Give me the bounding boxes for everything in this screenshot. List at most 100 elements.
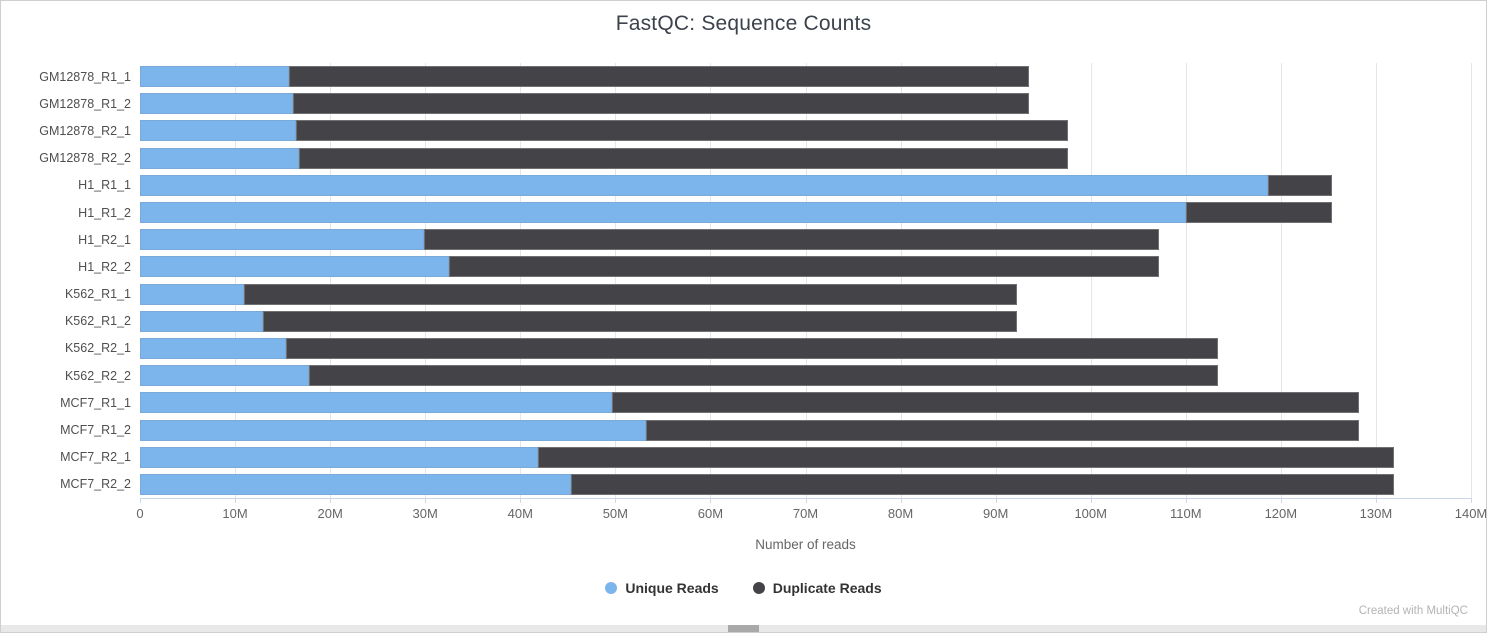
duplicate-reads-bar-segment[interactable] bbox=[262, 310, 1017, 332]
bar-row: GM12878_R1_1 bbox=[11, 63, 1471, 90]
bar-row: MCF7_R2_1 bbox=[11, 444, 1471, 471]
duplicate-reads-bar-segment[interactable] bbox=[1267, 174, 1333, 196]
duplicate-reads-bar-segment[interactable] bbox=[424, 229, 1160, 251]
unique-reads-bar-segment[interactable] bbox=[140, 446, 539, 468]
x-tick-mark bbox=[235, 499, 237, 503]
x-tick-label: 120M bbox=[1264, 506, 1298, 521]
unique-reads-bar-segment[interactable] bbox=[140, 93, 294, 115]
duplicate-reads-bar-segment[interactable] bbox=[570, 473, 1394, 495]
x-tick-label: 60M bbox=[697, 506, 724, 521]
unique-reads-bar-segment[interactable] bbox=[140, 120, 296, 142]
unique-reads-bar-segment[interactable] bbox=[140, 419, 646, 441]
gridline bbox=[520, 63, 522, 499]
bar-track bbox=[140, 147, 1471, 169]
x-tick-label: 130M bbox=[1359, 506, 1393, 521]
unique-reads-bar-segment[interactable] bbox=[140, 174, 1268, 196]
bar-track bbox=[140, 446, 1471, 468]
legend-label: Unique Reads bbox=[625, 580, 719, 596]
x-tick-mark bbox=[1090, 499, 1092, 503]
unique-reads-bar-segment[interactable] bbox=[140, 229, 425, 251]
gridline bbox=[235, 63, 237, 499]
x-tick-label: 10M bbox=[222, 506, 248, 521]
bar-row: GM12878_R2_1 bbox=[11, 117, 1471, 144]
horizontal-scrollbar-thumb[interactable] bbox=[728, 625, 759, 632]
x-tick-label: 100M bbox=[1074, 506, 1107, 521]
category-label: MCF7_R1_2 bbox=[60, 423, 131, 438]
unique-reads-bar-segment[interactable] bbox=[140, 392, 612, 414]
duplicate-reads-bar-segment[interactable] bbox=[1185, 202, 1333, 224]
x-tick-label: 40M bbox=[507, 506, 533, 521]
bar-track bbox=[140, 120, 1471, 142]
gridline bbox=[1090, 63, 1092, 499]
duplicate-reads-bar-segment[interactable] bbox=[645, 419, 1359, 441]
duplicate-reads-bar-segment[interactable] bbox=[611, 392, 1359, 414]
duplicate-reads-bar-segment[interactable] bbox=[243, 283, 1017, 305]
unique-reads-bar-segment[interactable] bbox=[140, 66, 290, 88]
gridline bbox=[995, 63, 997, 499]
x-axis-title: Number of reads bbox=[755, 537, 856, 552]
multiqc-credit: Created with MultiQC bbox=[1358, 605, 1468, 617]
bar-track bbox=[140, 174, 1471, 196]
unique-reads-bar-segment[interactable] bbox=[140, 337, 287, 359]
category-label: MCF7_R2_2 bbox=[60, 477, 131, 492]
unique-reads-bar-segment[interactable] bbox=[140, 473, 571, 495]
duplicate-reads-bar-segment[interactable] bbox=[538, 446, 1394, 468]
unique-reads-bar-segment[interactable] bbox=[140, 365, 310, 387]
gridline bbox=[1375, 63, 1377, 499]
duplicate-reads-bar-segment[interactable] bbox=[293, 93, 1029, 115]
category-label: K562_R2_2 bbox=[64, 368, 131, 383]
duplicate-reads-bar-segment[interactable] bbox=[295, 120, 1068, 142]
unique-reads-bar-segment[interactable] bbox=[140, 202, 1186, 224]
x-tick-label: 110M bbox=[1170, 506, 1202, 521]
bar-row: H1_R1_1 bbox=[11, 172, 1471, 199]
x-tick-mark bbox=[1185, 499, 1187, 503]
category-label: GM12878_R2_1 bbox=[39, 123, 131, 138]
bar-row: MCF7_R2_2 bbox=[11, 471, 1471, 498]
category-label: K562_R1_1 bbox=[64, 287, 131, 302]
duplicate-reads-bar-segment[interactable] bbox=[448, 256, 1160, 278]
legend-item-unique-reads[interactable]: Unique Reads bbox=[605, 580, 719, 596]
legend-marker-icon bbox=[605, 582, 618, 594]
unique-reads-bar-segment[interactable] bbox=[140, 256, 449, 278]
x-tick-mark bbox=[805, 499, 807, 503]
bar-row: K562_R1_1 bbox=[11, 281, 1471, 308]
x-tick-label: 90M bbox=[982, 506, 1009, 521]
x-tick-label: 30M bbox=[412, 506, 438, 521]
duplicate-reads-bar-segment[interactable] bbox=[289, 66, 1029, 88]
x-tick-mark bbox=[995, 499, 997, 503]
chart-title: FastQC: Sequence Counts bbox=[615, 12, 872, 35]
bar-row: MCF7_R1_1 bbox=[11, 389, 1471, 416]
duplicate-reads-bar-segment[interactable] bbox=[298, 147, 1068, 169]
unique-reads-bar-segment[interactable] bbox=[140, 283, 244, 305]
gridlines-layer bbox=[140, 63, 1472, 499]
bar-row: GM12878_R2_2 bbox=[11, 145, 1471, 172]
legend-item-duplicate-reads[interactable]: Duplicate Reads bbox=[752, 580, 882, 596]
x-tick-label: 140M bbox=[1454, 506, 1487, 521]
gridline bbox=[1185, 63, 1187, 499]
x-tick-mark bbox=[900, 499, 902, 503]
horizontal-scrollbar[interactable] bbox=[1, 625, 1486, 632]
bar-row: K562_R1_2 bbox=[11, 308, 1471, 335]
bar-rows: GM12878_R1_1 GM12878_R1_2 GM12878_R2_1 GM12… bbox=[11, 63, 1471, 498]
bar-track bbox=[140, 419, 1471, 441]
category-label: K562_R1_2 bbox=[64, 314, 131, 329]
unique-reads-bar-segment[interactable] bbox=[140, 147, 299, 169]
x-tick-label: 0 bbox=[136, 506, 144, 521]
gridline bbox=[710, 63, 712, 499]
x-tick-mark bbox=[1471, 499, 1472, 503]
bar-row: K562_R2_1 bbox=[11, 335, 1471, 362]
legend-marker-icon bbox=[752, 582, 765, 594]
legend-label: Duplicate Reads bbox=[772, 580, 882, 596]
unique-reads-bar-segment[interactable] bbox=[140, 310, 263, 332]
duplicate-reads-bar-segment[interactable] bbox=[286, 337, 1219, 359]
bar-row: GM12878_R1_2 bbox=[11, 90, 1471, 117]
bar-track bbox=[140, 283, 1471, 305]
duplicate-reads-bar-segment[interactable] bbox=[309, 365, 1219, 387]
bar-track bbox=[140, 202, 1471, 224]
gridline bbox=[425, 63, 427, 499]
gridline bbox=[805, 63, 807, 499]
bar-track bbox=[140, 365, 1471, 387]
category-label: H1_R1_1 bbox=[78, 178, 131, 193]
gridline bbox=[1471, 63, 1472, 499]
